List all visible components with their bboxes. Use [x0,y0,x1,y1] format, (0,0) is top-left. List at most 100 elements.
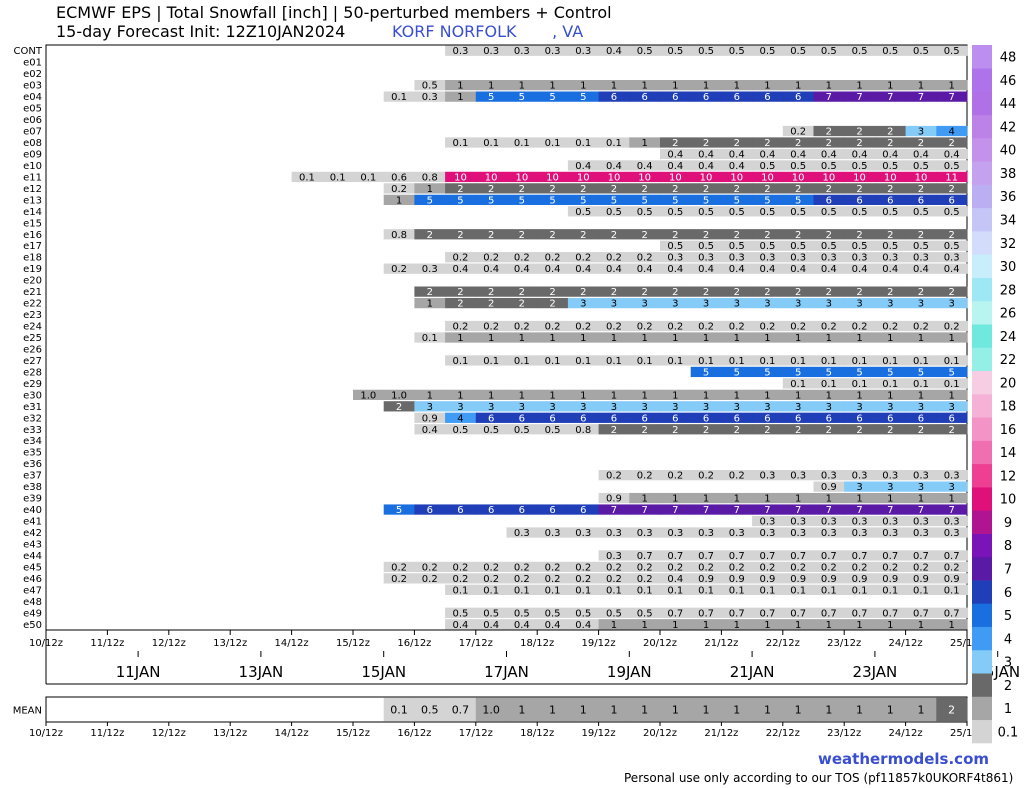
snow-cell [936,194,968,205]
snow-cell [905,389,937,400]
snow-cell [598,355,630,366]
cell-value: 0.2 [483,562,499,573]
mean-x-tick-label: 14/12z [275,728,309,739]
member-label: e36 [23,459,42,470]
cell-value: 0.2 [545,253,561,264]
cell-value: 0.4 [944,264,960,275]
snow-cell [660,470,692,481]
snow-cell [936,206,968,217]
cell-value: 0.1 [483,356,499,367]
colorbar-label: 9 [1004,516,1012,531]
cell-value: 0.2 [667,471,683,482]
mean-value: 1 [795,704,802,717]
snow-cell [690,137,722,148]
cell-value: 0.5 [667,207,683,218]
snow-cell [936,470,968,481]
cell-value: 0.4 [422,425,438,436]
cell-value: 0.5 [759,207,775,218]
snow-cell [506,252,538,263]
cell-value: 0.5 [483,608,499,619]
snow-cell [414,194,446,205]
snow-cell [629,584,661,595]
snow-cell [874,263,906,274]
snow-cell [690,320,722,332]
cell-value: 7 [764,505,770,516]
cell-value: 5 [396,505,402,516]
cell-value: 0.3 [821,517,837,528]
cell-value: 0.5 [913,207,929,218]
snow-cell [813,561,845,573]
snow-cell [598,470,630,481]
cell-value: 0.7 [729,608,745,619]
snow-cell [690,148,722,160]
cell-value: 2 [641,287,647,298]
cell-value: 2 [703,230,709,241]
cell-value: 1 [764,81,770,92]
cell-value: 2 [457,299,463,310]
x-tick-label: 21/12z [704,638,738,649]
cell-value: 1 [549,390,555,401]
snow-cell [905,80,937,91]
snow-cell [598,252,630,263]
snow-cell [598,389,630,400]
snow-cell [506,619,538,630]
chart-subtitle: 15-day Forecast Init: 12Z10JAN2024 [56,22,346,41]
snow-cell [844,527,876,538]
cell-value: 0.2 [606,322,622,333]
snow-cell [905,91,937,102]
snow-cell [721,252,753,263]
snow-cell [445,504,477,515]
snow-cell [475,561,507,573]
snow-cell [752,584,784,595]
cell-value: 0.1 [882,356,898,367]
credit-link[interactable]: weathermodels.com [818,750,990,768]
snow-cell [598,401,630,412]
cell-value: 0.2 [790,562,806,573]
cell-value: 1 [519,390,525,401]
snow-cell [782,619,814,630]
snow-cell [905,573,937,584]
cell-value: 2 [887,138,893,149]
snow-cell [475,320,507,332]
cell-value: 1 [580,390,586,401]
snow-cell [782,366,814,378]
member-label: e19 [23,264,42,275]
cell-value: 3 [948,299,954,310]
cell-value: 1 [396,195,402,206]
cell-value: 0.5 [452,608,468,619]
cell-value: 2 [519,299,525,310]
snow-cell [506,355,538,366]
cell-value: 2 [764,138,770,149]
snow-cell [598,412,630,423]
snow-cell [506,424,538,435]
cell-value: 0.4 [483,264,499,275]
date-label: 19JAN [607,663,652,681]
cell-value: 0.7 [852,608,868,619]
colorbar-label: 40 [1000,144,1017,159]
snow-cell [506,389,538,400]
snow-cell [905,619,937,630]
member-label: e50 [23,620,42,631]
cell-value: 3 [734,402,740,413]
snow-cell [936,286,968,297]
cell-value: 1 [734,333,740,344]
snow-cell [383,504,415,515]
cell-value: 2 [948,425,954,436]
snow-cell [905,515,937,527]
snow-cell [660,160,692,171]
cell-value: 2 [611,230,617,241]
snow-cell [690,619,722,630]
cell-value: 0.5 [606,608,622,619]
snow-cell [936,481,968,492]
snow-cell [752,424,784,435]
cell-value: 2 [856,138,862,149]
snow-cell [874,171,906,183]
cell-value: 2 [488,287,494,298]
cell-value: 0.4 [790,264,806,275]
snow-cell [813,91,845,102]
snow-cell [629,160,661,171]
mean-x-tick-label: 11/12z [90,728,124,739]
cell-value: 1 [887,390,893,401]
snow-cell [752,412,784,423]
cell-value: 3 [549,402,555,413]
